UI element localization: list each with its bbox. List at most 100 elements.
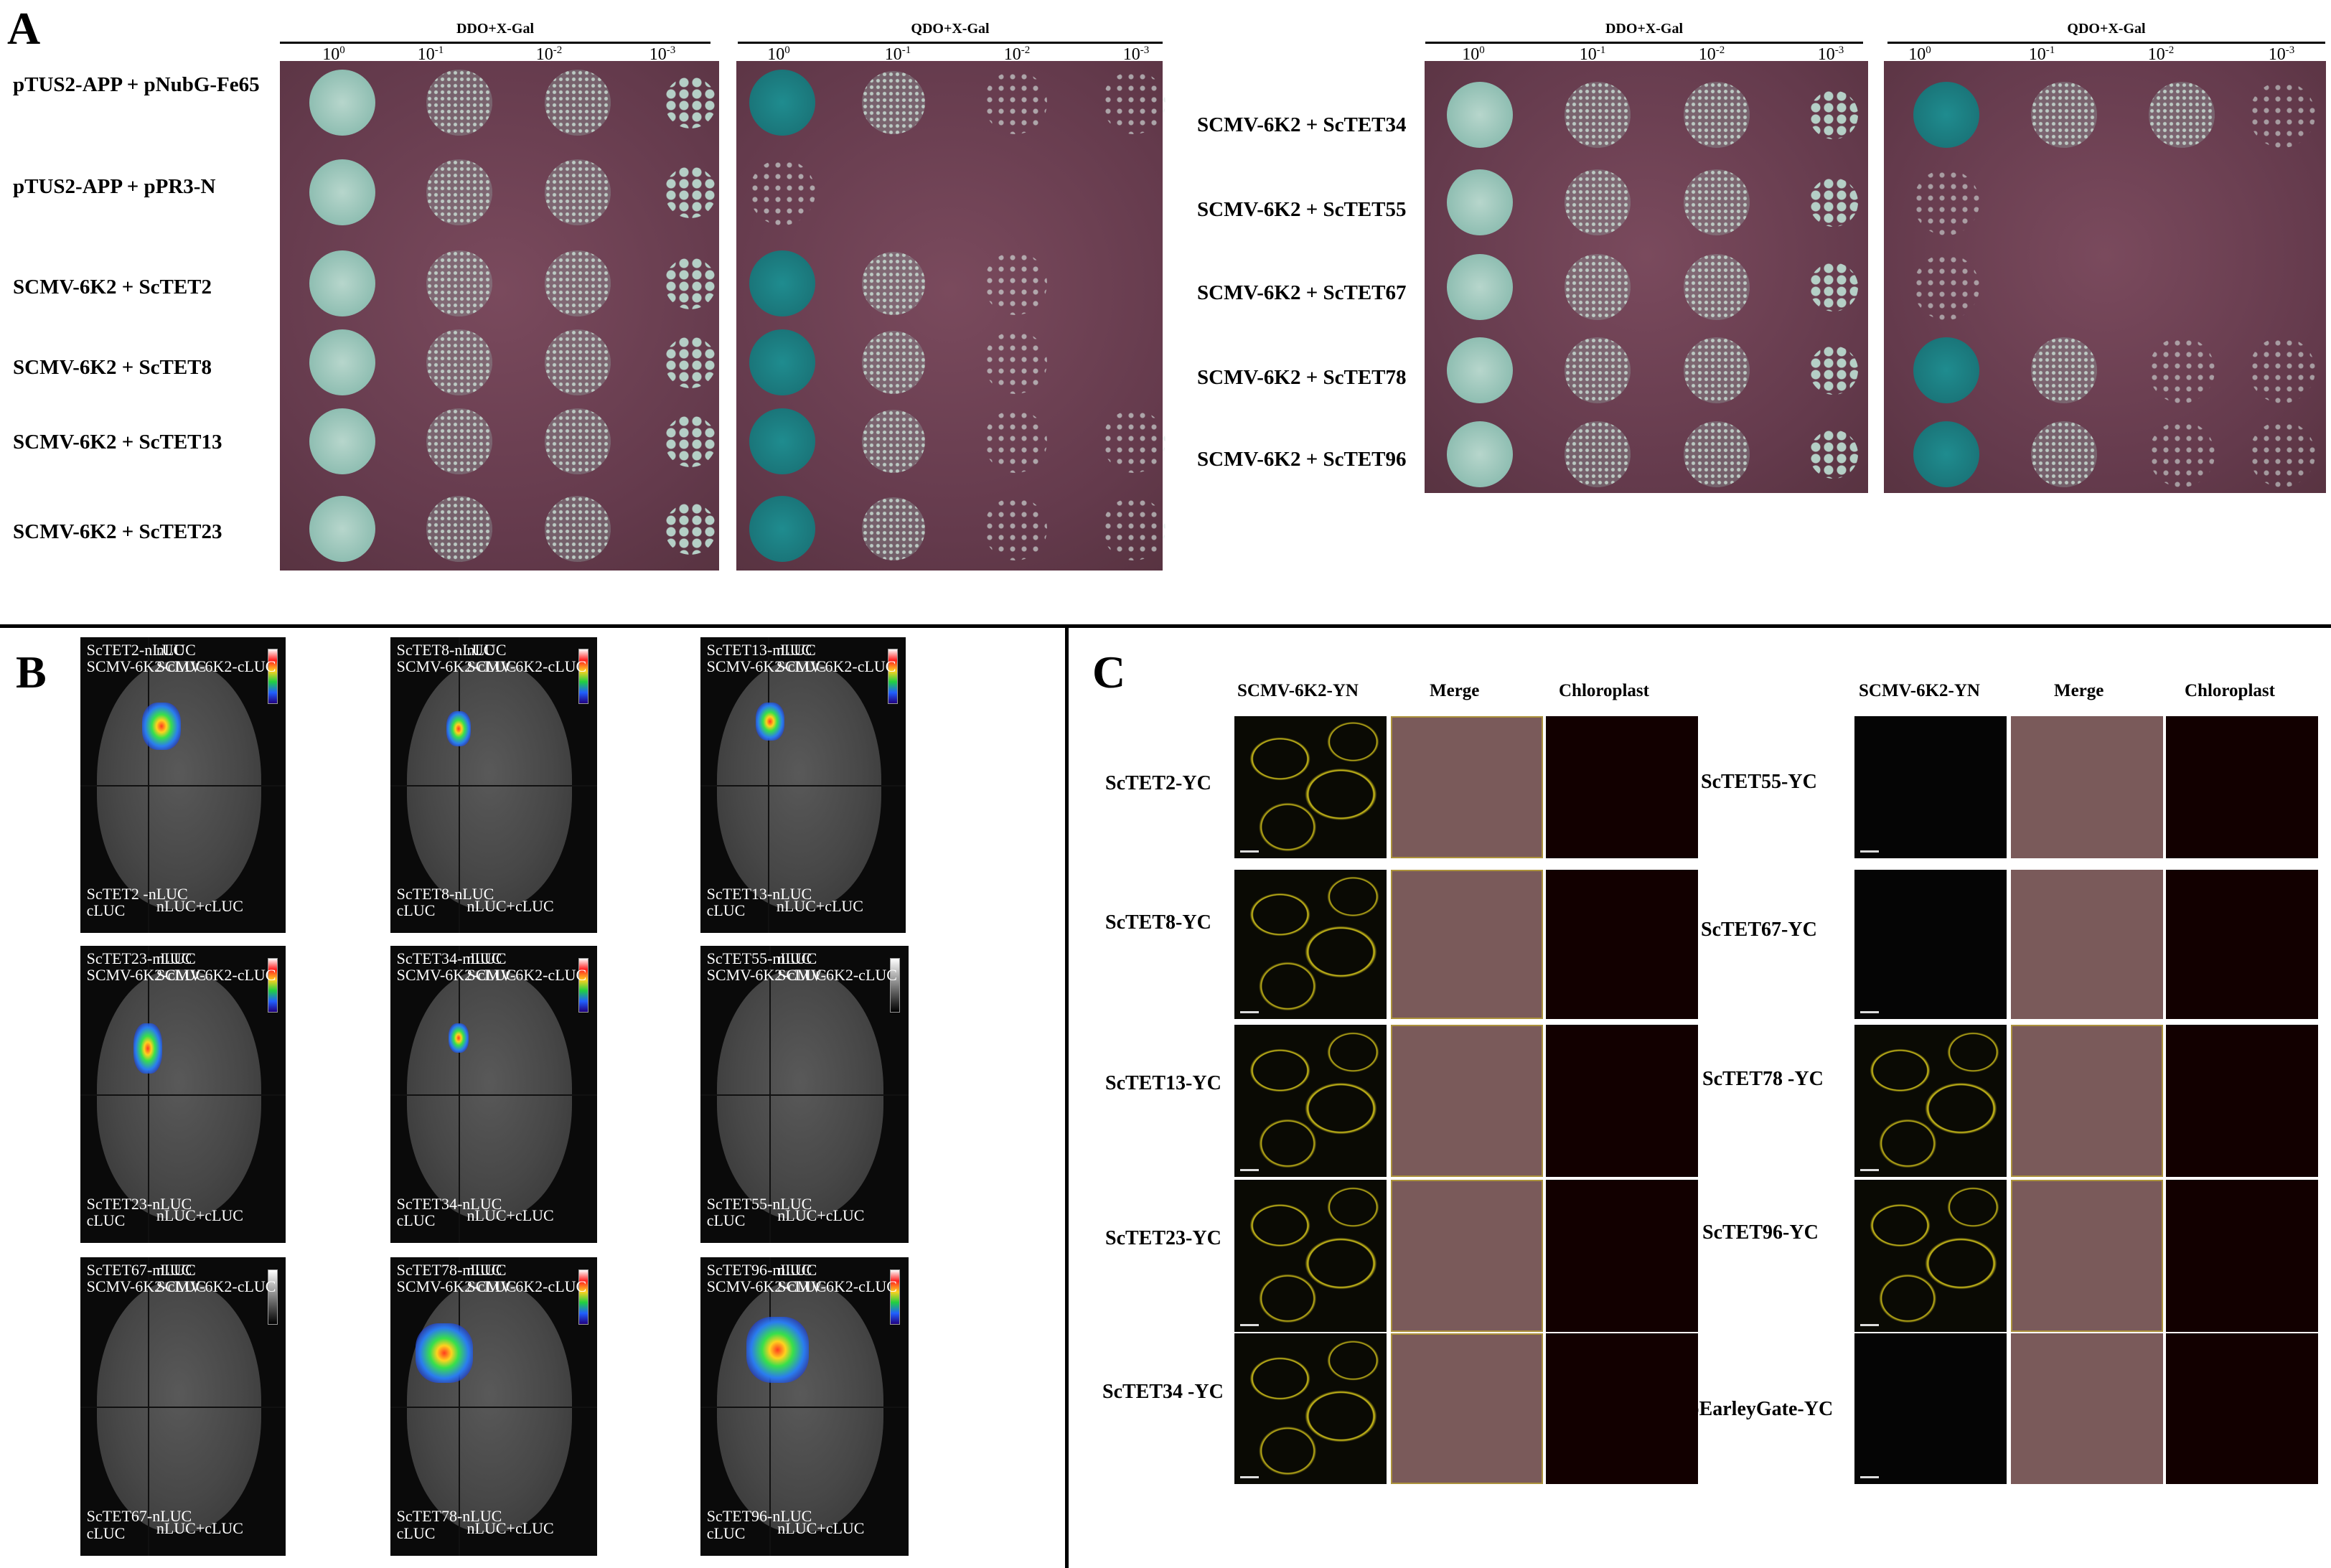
quadrant-line	[459, 1257, 461, 1556]
leaf-quadrant-label: nLUC+cLUC	[466, 1519, 554, 1538]
yfp-fluorescence-image	[1234, 870, 1387, 1019]
quadrant-line	[700, 1407, 909, 1408]
colony-spot	[1102, 410, 1166, 473]
colony-spot	[1809, 430, 1858, 479]
leaf-quadrant-label: ScTET96-nLUC SCMV-6K2-cLUC	[706, 1261, 827, 1296]
scale-bar	[1240, 1476, 1259, 1478]
dilution-label: 10-1	[884, 44, 911, 64]
colony-spot	[1809, 90, 1858, 139]
leaf-quadrant-label: ScTET67-nLUC SCMV-6K2-cLUC	[86, 1261, 207, 1296]
dilution-label: 100	[767, 44, 790, 64]
bifc-row-label: ScTET2-YC	[1105, 772, 1211, 794]
colony-spot	[1102, 71, 1166, 134]
leaf-quadrant-label: nLUC SCMV-6K2-cLUC	[777, 1261, 897, 1296]
medium-title: DDO+X-Gal	[1605, 21, 1684, 37]
chloroplast-image	[1546, 716, 1698, 858]
leaf-quadrant-label: nLUC+cLUC	[776, 896, 863, 915]
leaf-quadrant-label: ScTET96-nLUC cLUC	[706, 1507, 812, 1542]
merge-image	[2011, 1180, 2163, 1332]
chloroplast-image	[2166, 870, 2318, 1019]
quadrant-line	[390, 1094, 597, 1096]
scale-bar	[1860, 850, 1879, 853]
quadrant-line	[390, 785, 597, 787]
column-header-yn: SCMV-6K2-YN	[1237, 681, 1359, 700]
intensity-scale-bar	[578, 957, 589, 1013]
leaf-quadrant-label: nLUC SCMV-6K2-cLUC	[776, 641, 896, 676]
colony-spot	[1565, 254, 1631, 320]
luminescence-signal	[133, 1023, 163, 1074]
colony-spot	[749, 250, 815, 316]
colony-spot	[665, 77, 716, 128]
intensity-scale-bar	[890, 1269, 901, 1325]
colony-spot	[426, 496, 492, 562]
leaf-quadrant-label: nLUC+cLUC	[156, 896, 243, 915]
yeast-plate-ddo-left	[280, 61, 719, 571]
leaf-quadrant-label: ScTET78-nLUC SCMV-6K2-cLUC	[396, 1261, 517, 1296]
leaf-quadrant-label: ScTET13-nLUC cLUC	[706, 885, 812, 920]
medium-underline	[1887, 42, 2325, 44]
leaf-image	[96, 970, 261, 1219]
colony-spot	[1565, 421, 1631, 487]
dilution-label: 10-3	[1122, 44, 1150, 64]
intensity-scale-bar	[267, 1269, 278, 1325]
yfp-fluorescence-image	[1854, 1180, 2007, 1332]
colony-spot	[1684, 337, 1750, 403]
colony-spot	[1447, 82, 1513, 148]
leaf-quadrant-label: nLUC SCMV-6K2-cLUC	[466, 949, 587, 985]
colony-spot	[665, 337, 716, 388]
merge-image	[1391, 870, 1543, 1019]
colony-spot	[2149, 337, 2215, 403]
dilution-label: 10-1	[2028, 44, 2055, 64]
leaf-quadrant-label: ScTET2-nLUC SCMV-6K2-cLUC	[86, 641, 207, 676]
colony-spot	[665, 258, 716, 309]
quadrant-line	[459, 946, 461, 1243]
colony-spot	[2031, 337, 2097, 403]
quadrant-line	[768, 637, 770, 933]
dilution-label: 10-2	[1698, 44, 1725, 64]
bifc-row-label: ScTET96-YC	[1702, 1221, 1819, 1244]
leaf-quadrant-label: nLUC SCMV-6K2-cLUC	[466, 641, 587, 676]
dilution-label: 10-3	[2268, 44, 2295, 64]
yfp-fluorescence-image	[1854, 1025, 2007, 1177]
luciferase-image-panel: ScTET55-nLUC SCMV-6K2-cLUC nLUC SCMV-6K2-…	[700, 946, 909, 1243]
colony-spot	[1809, 263, 1858, 311]
luminescence-signal	[446, 711, 472, 747]
colony-spot	[2149, 82, 2215, 148]
leaf-quadrant-label: ScTET8-nLUC cLUC	[396, 885, 494, 920]
leaf-quadrant-label: nLUC SCMV-6K2-cLUC	[156, 641, 276, 676]
colony-spot	[545, 250, 611, 316]
luminescence-signal	[448, 1023, 469, 1053]
bifc-row-label: pEarleyGate-YC	[1688, 1398, 1834, 1420]
leaf-quadrant-label: ScTET55-nLUC SCMV-6K2-cLUC	[706, 949, 827, 985]
colony-spot	[862, 331, 925, 394]
dilution-label: 10-1	[417, 44, 444, 64]
colony-spot	[545, 329, 611, 395]
scale-bar	[1240, 1011, 1259, 1013]
column-header-yn: SCMV-6K2-YN	[1859, 681, 1980, 700]
colony-spot	[984, 252, 1047, 315]
colony-spot	[1913, 337, 1979, 403]
colony-spot	[426, 329, 492, 395]
luciferase-image-panel: ScTET34-nLUC SCMV-6K2-cLUC nLUC SCMV-6K2-…	[390, 946, 597, 1243]
merge-image	[1391, 716, 1543, 858]
y2h-row-label: pTUS2-APP + pPR3-N	[13, 175, 216, 198]
colony-spot	[309, 329, 375, 395]
y2h-row-label: pTUS2-APP + pNubG-Fe65	[13, 73, 260, 96]
leaf-quadrant-label: nLUC SCMV-6K2-cLUC	[466, 1261, 587, 1296]
y2h-row-label: SCMV-6K2 + ScTET13	[13, 431, 222, 454]
medium-underline	[738, 42, 1163, 44]
colony-spot	[309, 70, 375, 136]
colony-spot	[749, 496, 815, 562]
colony-spot	[545, 70, 611, 136]
quadrant-line	[769, 1257, 771, 1556]
leaf-image	[96, 660, 261, 910]
y2h-row-label: SCMV-6K2 + ScTET96	[1197, 448, 1407, 471]
colony-spot	[545, 408, 611, 474]
bifc-row-label: ScTET8-YC	[1105, 911, 1211, 934]
luminescence-signal	[746, 1317, 809, 1383]
leaf-quadrant-label: ScTET23-nLUC SCMV-6K2-cLUC	[86, 949, 207, 985]
colony-spot	[665, 166, 716, 218]
leaf-quadrant-label: ScTET78-nLUC cLUC	[396, 1507, 502, 1542]
bifc-row-label: ScTET67-YC	[1701, 919, 1817, 941]
leaf-quadrant-label: nLUC+cLUC	[466, 896, 554, 915]
